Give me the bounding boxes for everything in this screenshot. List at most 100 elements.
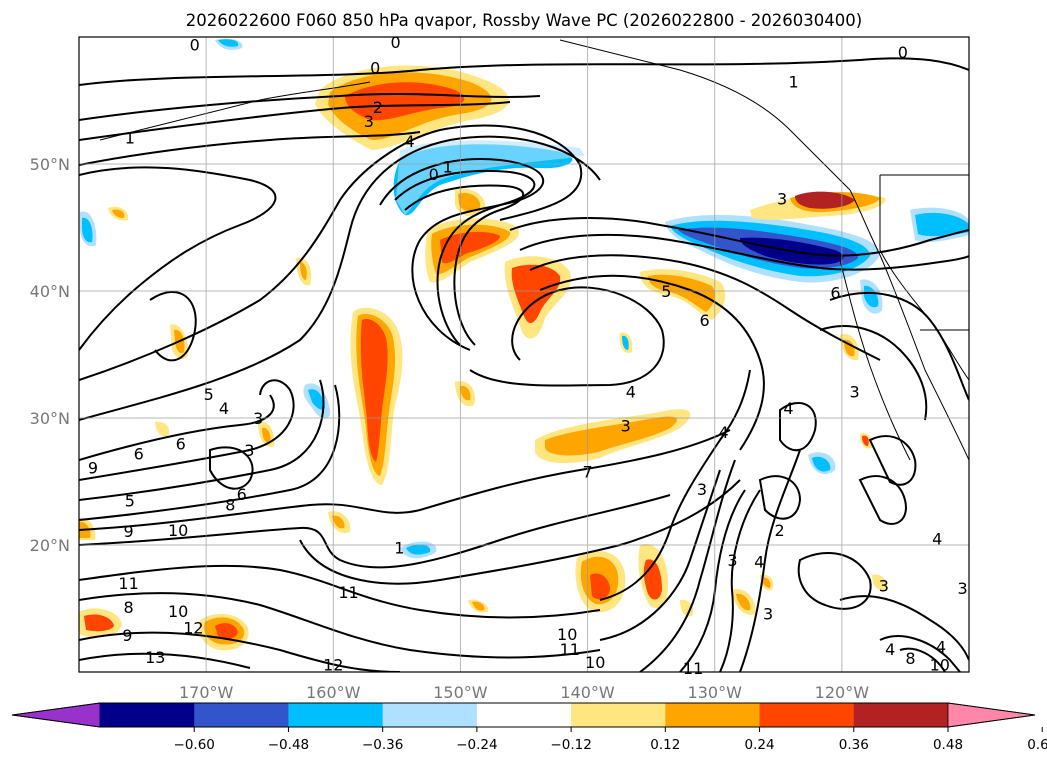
map-frame: [78, 36, 970, 673]
x-tick-label: 130°W: [688, 683, 743, 702]
contour-label: 0: [190, 36, 200, 55]
x-tick-label: 170°W: [179, 683, 234, 702]
contour-label: 1: [394, 539, 404, 558]
contour-lines: [79, 57, 969, 672]
contour-label: 4: [219, 399, 229, 418]
y-tick-label: 50°N: [30, 155, 70, 174]
colorbar-tick-label: 0.24: [745, 737, 775, 753]
colorbar-segment: [382, 703, 478, 727]
x-tick-label: 150°W: [433, 683, 488, 702]
contour-label: 4: [936, 638, 946, 657]
contour-label: 11: [118, 574, 138, 593]
contour-label: 3: [763, 605, 773, 624]
colorbar-segment: [853, 703, 949, 727]
colorbar-outline: [11, 702, 1036, 728]
contour-label: 4: [932, 530, 942, 549]
contour-label: 3: [879, 577, 889, 596]
colorbar-segment: [759, 703, 855, 727]
contour-label: 3: [777, 189, 787, 208]
contour-label: 12: [323, 655, 343, 674]
colorbar-segment: [194, 703, 289, 727]
y-tick-label: 30°N: [30, 409, 70, 428]
colorbar-extend-low: [11, 702, 101, 728]
contour-label: 9: [122, 626, 132, 645]
colorbar-segment: [100, 703, 195, 727]
contour-label: 0: [390, 33, 400, 52]
contour-label: 10: [168, 602, 188, 621]
y-axis-labels: 50°N 40°N 30°N 20°N: [30, 155, 70, 555]
contour-label: 10: [585, 653, 605, 672]
contour-label: 3: [697, 480, 707, 499]
contour-label: 12: [183, 619, 203, 638]
y-tick-label: 40°N: [30, 282, 70, 301]
contour-label: 6: [237, 485, 247, 504]
contour-label: 1: [125, 128, 135, 147]
contour-label: 3: [958, 579, 968, 598]
colorbar-extend-high: [947, 702, 1036, 728]
contour-label: 8: [225, 495, 235, 514]
colorbar-tick-label: 0.12: [650, 737, 680, 753]
gridlines: [79, 37, 969, 672]
map-background: [79, 37, 969, 672]
shaded-field: [79, 38, 969, 651]
contour-label: 3: [727, 551, 737, 570]
contour-label: 3: [849, 382, 859, 401]
colorbar-tick-label: −0.12: [550, 737, 591, 753]
colorbar-tick-label: −0.24: [456, 737, 497, 753]
x-tick-label: 140°W: [560, 683, 615, 702]
colorbar-tick-label: −0.60: [174, 737, 215, 753]
x-tick-label: 120°W: [815, 683, 870, 702]
contour-label: 9: [123, 522, 133, 541]
contour-label: 3: [364, 112, 374, 131]
contour-label: 6: [176, 434, 186, 453]
x-tick-label: 160°W: [306, 683, 361, 702]
contour-label: 8: [123, 598, 133, 617]
contour-label: 2: [373, 98, 383, 117]
contour-label: 2: [774, 521, 784, 540]
colorbar-tick-label: 0.48: [933, 737, 963, 753]
x-axis-labels: 170°W 160°W 150°W 140°W 130°W 120°W: [179, 683, 869, 702]
contour-label: 1: [443, 158, 453, 177]
contour-label: 11: [560, 640, 580, 659]
contour-label: 5: [204, 385, 214, 404]
contour-label: 6: [830, 283, 840, 302]
contour-label: 4: [783, 399, 793, 418]
colorbar-tick-label: 0.36: [839, 737, 869, 753]
contour-label: 0: [898, 43, 908, 62]
contour-label: 7: [582, 462, 592, 481]
contour-label: 0: [370, 58, 380, 77]
y-tick-label: 20°N: [30, 536, 70, 555]
contour-label: 9: [88, 459, 98, 478]
contour-label: 4: [885, 640, 895, 659]
chart-title: 2026022600 F060 850 hPa qvapor, Rossby W…: [186, 11, 862, 30]
contour-label: 4: [626, 382, 636, 401]
contour-label: 10: [930, 655, 950, 674]
contour-label: 10: [168, 521, 188, 540]
colorbar-segment: [288, 703, 384, 727]
colorbar-labels: −0.60 −0.48 −0.36 −0.24 −0.12 0.12 0.24 0.36 0.4…: [174, 737, 1047, 753]
contour-label: 3: [621, 417, 631, 436]
contour-label: 4: [754, 553, 764, 572]
contour-label: 8: [905, 649, 915, 668]
contour-label: 1: [788, 72, 798, 91]
contour-label: 11: [338, 583, 358, 602]
contour-label: 4: [404, 132, 414, 151]
colorbar-segment: [476, 703, 572, 727]
contour-label: 0: [429, 165, 439, 184]
colorbar-segment: [665, 703, 761, 727]
contour-label: 5: [125, 492, 135, 511]
colorbar-segment: [571, 703, 666, 727]
contour-label: 5: [661, 282, 671, 301]
coastlines: [99, 39, 969, 461]
contour-label: 4: [719, 423, 729, 442]
contour-label: 6: [134, 445, 144, 464]
colorbar: [11, 702, 1043, 732]
colorbar-tick-label: 0.60: [1027, 737, 1047, 753]
contour-label: 3: [244, 441, 254, 460]
contour-label: 11: [683, 659, 703, 678]
colorbar-tick-label: −0.36: [362, 737, 403, 753]
contour-label: 10: [557, 625, 577, 644]
contour-label: 13: [145, 648, 165, 667]
